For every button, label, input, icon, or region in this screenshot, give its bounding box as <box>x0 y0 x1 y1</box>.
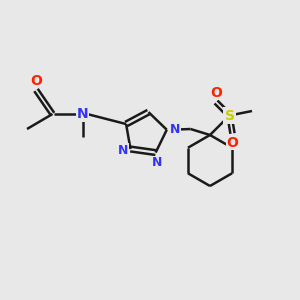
Text: N: N <box>77 107 88 121</box>
Text: S: S <box>224 109 235 122</box>
Text: O: O <box>210 85 222 100</box>
Text: O: O <box>30 74 42 88</box>
Text: N: N <box>152 156 162 169</box>
Text: N: N <box>170 123 180 136</box>
Text: N: N <box>118 144 128 157</box>
Text: O: O <box>226 136 238 150</box>
